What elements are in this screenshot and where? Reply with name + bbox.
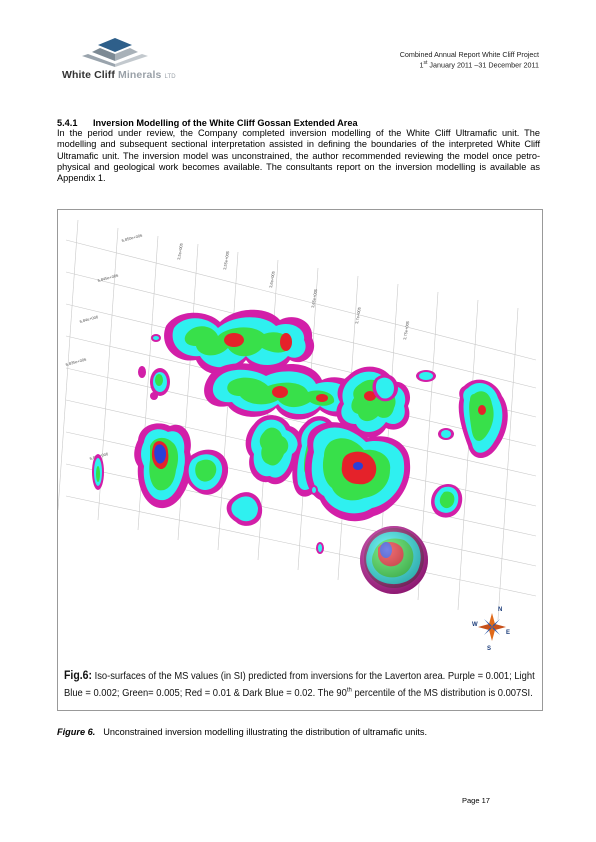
svg-text:3,7e+005: 3,7e+005 xyxy=(354,306,362,324)
figure-inner-caption-text1: Iso-surfaces of the MS values (in SI) pr… xyxy=(64,669,535,698)
report-project: Combined Annual Report White Cliff Proje… xyxy=(399,50,539,59)
figure-caption: Figure 6. Unconstrained inversion modelli… xyxy=(57,727,427,737)
compass-rose: N S E W xyxy=(472,607,510,652)
compass-s: S xyxy=(487,646,491,652)
report-period: 1st January 2011 –31 December 2011 xyxy=(419,60,539,70)
figure-caption-label: Figure 6. xyxy=(57,727,96,737)
section-title: Inversion Modelling of the White Cliff G… xyxy=(93,118,358,128)
svg-text:3,5e+005: 3,5e+005 xyxy=(176,242,184,260)
svg-text:6,835e+006: 6,835e+006 xyxy=(65,356,88,367)
figure-inner-caption-text2: percentile of the MS distribution is 0.0… xyxy=(351,685,533,698)
iso-surface-map: 6,850e+006 6,845e+006 6,84e+006 6,835e+0… xyxy=(58,219,537,652)
company-logo: White Cliff Minerals LTD xyxy=(62,36,202,86)
section-number: 5.4.1 xyxy=(57,118,78,128)
inversion-figure: 6,850e+006 6,845e+006 6,84e+006 6,835e+0… xyxy=(57,209,543,711)
section-heading: 5.4.1 Inversion Modelling of the White Cl… xyxy=(57,118,358,128)
logo-name-2: Minerals xyxy=(118,69,162,81)
svg-text:3,55e+005: 3,55e+005 xyxy=(222,250,230,270)
page-number: Page 17 xyxy=(462,796,490,805)
svg-text:3,65e+005: 3,65e+005 xyxy=(310,288,318,308)
section-body: In the period under review, the Company … xyxy=(57,128,540,184)
figure-inner-caption-label: Fig.6: xyxy=(64,669,92,683)
figure-inner-caption: Fig.6: Iso-surfaces of the MS values (in… xyxy=(64,669,538,699)
svg-text:6,84e+006: 6,84e+006 xyxy=(79,314,99,324)
iso-surfaces xyxy=(92,309,508,594)
figure-caption-text: Unconstrained inversion modelling illust… xyxy=(103,727,428,737)
compass-w: W xyxy=(472,622,478,628)
logo-suffix: LTD xyxy=(164,74,176,80)
figure-inner-caption-sup: th xyxy=(346,686,352,694)
svg-text:3,75e+005: 3,75e+005 xyxy=(402,320,410,340)
report-header: Combined Annual Report White Cliff Proje… xyxy=(400,50,539,69)
logo-wordmark: White Cliff Minerals LTD xyxy=(62,69,176,81)
svg-text:6,850e+006: 6,850e+006 xyxy=(121,232,144,243)
compass-e: E xyxy=(506,630,510,636)
svg-text:6,845e+006: 6,845e+006 xyxy=(97,272,120,283)
compass-n: N xyxy=(498,607,502,613)
logo-name: White Cliff xyxy=(62,69,116,81)
white-cliff-logo-icon xyxy=(82,38,148,67)
svg-text:3,6e+005: 3,6e+005 xyxy=(268,270,276,288)
